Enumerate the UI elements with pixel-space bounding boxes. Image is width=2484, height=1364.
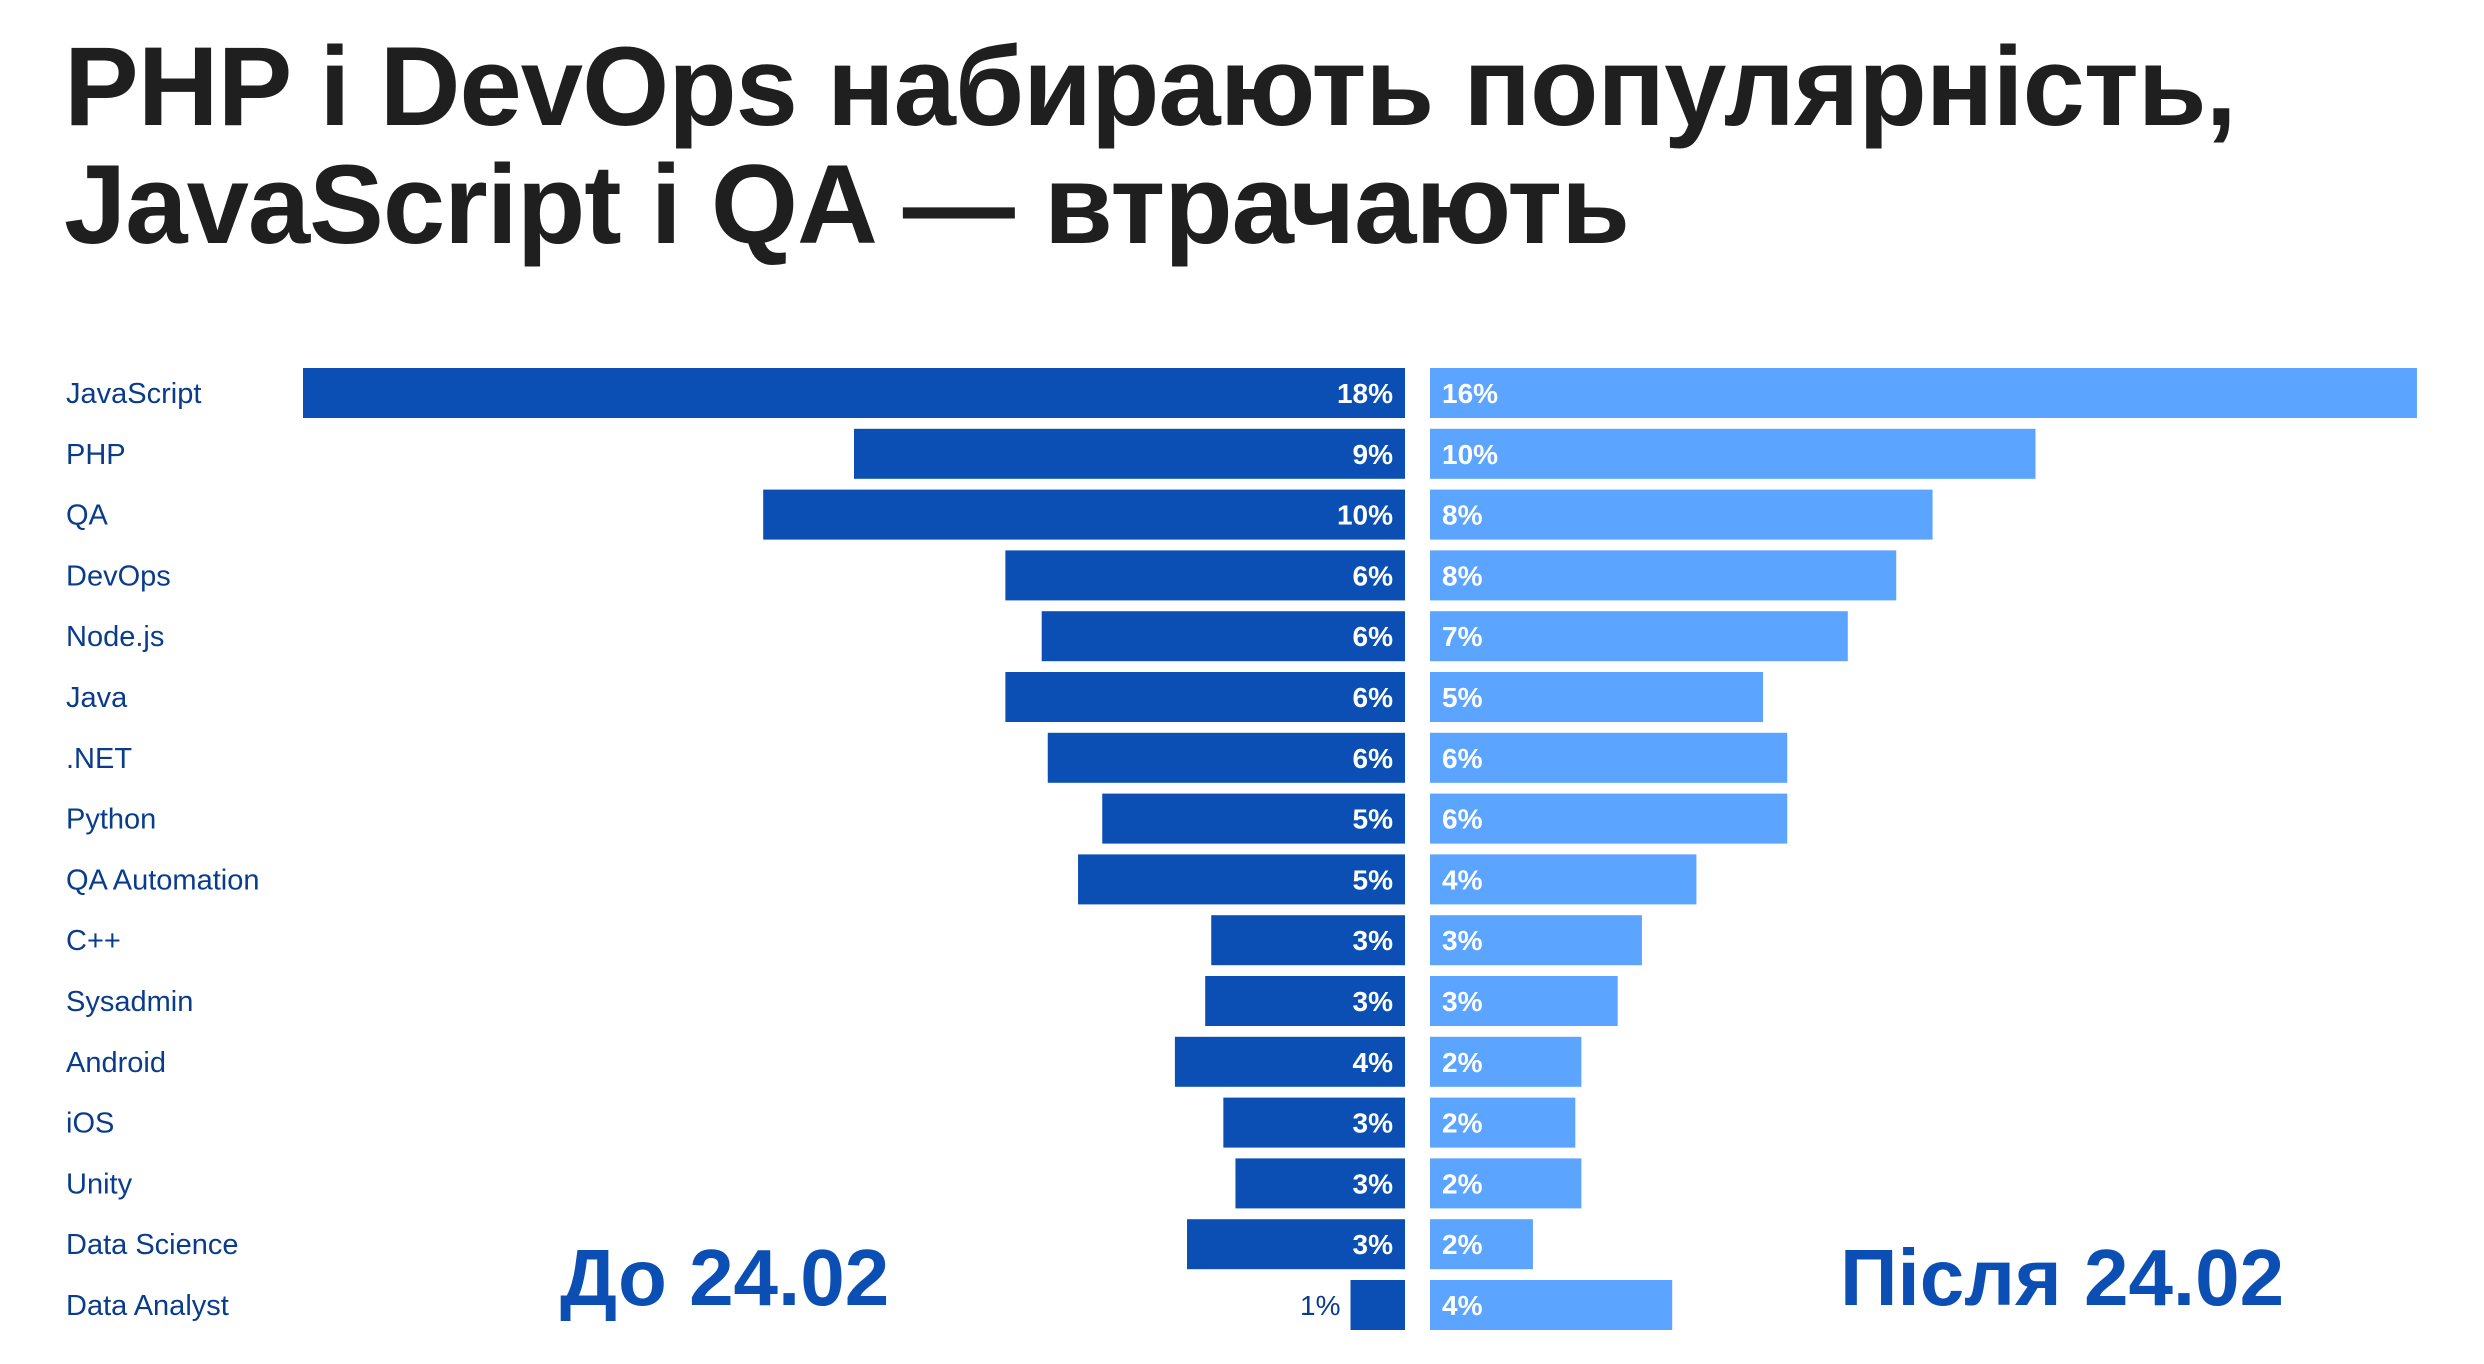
- data-label-before: 18%: [1337, 378, 1393, 409]
- data-label-before: 9%: [1353, 439, 1394, 470]
- category-label: QA: [66, 500, 109, 532]
- bar-before: [1350, 1280, 1405, 1330]
- data-label-after: 5%: [1442, 682, 1483, 713]
- category-label: DevOps: [66, 560, 171, 592]
- data-label-before: 3%: [1353, 986, 1394, 1017]
- bar-after: [1430, 672, 1764, 722]
- bar-before: [303, 368, 1405, 418]
- data-label-before: 6%: [1353, 560, 1394, 591]
- bar-after: [1430, 611, 1848, 662]
- chart-title: PHP і DevOps набирають популярність, Jav…: [64, 28, 2424, 264]
- category-label: Java: [66, 682, 128, 714]
- bar-before: [1174, 1036, 1405, 1087]
- bar-before: [1211, 915, 1405, 966]
- data-label-after: 4%: [1442, 1290, 1483, 1321]
- data-label-after: 8%: [1442, 560, 1483, 591]
- data-label-after: 2%: [1442, 1047, 1483, 1078]
- data-label-after: 6%: [1442, 743, 1483, 774]
- bar-after: [1430, 368, 2417, 418]
- bar-after: [1430, 1036, 1582, 1087]
- category-label: QA Automation: [66, 864, 259, 896]
- data-label-after: 16%: [1442, 378, 1498, 409]
- chart-title-line-2: JavaScript і QA — втрачають: [64, 142, 1630, 267]
- data-label-before: 3%: [1353, 1168, 1394, 1199]
- data-label-before: 5%: [1353, 804, 1394, 835]
- data-label-after: 2%: [1442, 1229, 1483, 1260]
- bar-before: [1223, 1097, 1405, 1148]
- category-label: Data Analyst: [66, 1290, 229, 1322]
- bar-after: [1430, 1097, 1576, 1148]
- bar-before: [1205, 976, 1405, 1026]
- bar-after: [1430, 793, 1788, 844]
- data-label-before: 1%: [1300, 1290, 1340, 1321]
- data-label-after: 6%: [1442, 804, 1483, 835]
- category-label: JavaScript: [66, 378, 201, 410]
- bar-before: [1187, 1219, 1405, 1270]
- legend-before-label: До 24.02: [560, 1233, 890, 1322]
- bar-after: [1430, 428, 2036, 479]
- bar-after: [1430, 732, 1788, 783]
- bar-after: [1430, 1158, 1582, 1209]
- category-label: Data Science: [66, 1229, 239, 1261]
- category-label: C++: [66, 925, 121, 957]
- data-label-before: 4%: [1353, 1047, 1394, 1078]
- bar-before: [763, 489, 1405, 540]
- data-label-after: 10%: [1442, 439, 1498, 470]
- bar-after: [1430, 854, 1697, 905]
- category-label: .NET: [66, 743, 132, 775]
- data-label-before: 3%: [1353, 1108, 1394, 1139]
- bar-before: [1005, 550, 1405, 601]
- data-label-before: 3%: [1353, 925, 1394, 956]
- data-label-before: 3%: [1353, 1229, 1394, 1260]
- category-label: iOS: [66, 1108, 114, 1140]
- bar-before: [1235, 1158, 1405, 1209]
- bar-before: [854, 428, 1405, 479]
- bar-before: [1041, 611, 1405, 662]
- data-label-after: 4%: [1442, 864, 1483, 895]
- category-label: Node.js: [66, 621, 164, 653]
- data-label-after: 3%: [1442, 925, 1483, 956]
- bar-after: [1430, 976, 1618, 1026]
- bar-after: [1430, 550, 1897, 601]
- category-label: PHP: [66, 439, 126, 471]
- category-label: Python: [66, 804, 156, 836]
- category-label: Unity: [66, 1168, 133, 1200]
- category-label: Sysadmin: [66, 986, 193, 1018]
- bar-after: [1430, 1219, 1533, 1270]
- legend-after-label: Після 24.02: [1840, 1233, 2285, 1322]
- data-label-before: 6%: [1353, 682, 1394, 713]
- bar-after: [1430, 915, 1642, 966]
- data-label-before: 5%: [1353, 864, 1394, 895]
- bar-after: [1430, 1280, 1673, 1330]
- category-label: Android: [66, 1047, 166, 1079]
- data-label-after: 2%: [1442, 1168, 1483, 1199]
- data-label-before: 10%: [1337, 500, 1393, 531]
- data-label-after: 8%: [1442, 500, 1483, 531]
- bar-after: [1430, 489, 1933, 540]
- data-label-after: 2%: [1442, 1108, 1483, 1139]
- data-label-before: 6%: [1353, 621, 1394, 652]
- data-label-after: 7%: [1442, 621, 1483, 652]
- bar-before: [1102, 793, 1405, 844]
- data-label-before: 6%: [1353, 743, 1394, 774]
- bar-before: [1078, 854, 1405, 905]
- chart-title-line-1: PHP і DevOps набирають популярність,: [64, 24, 2237, 149]
- bar-before: [1005, 672, 1405, 722]
- bar-before: [1047, 732, 1405, 783]
- data-label-after: 3%: [1442, 986, 1483, 1017]
